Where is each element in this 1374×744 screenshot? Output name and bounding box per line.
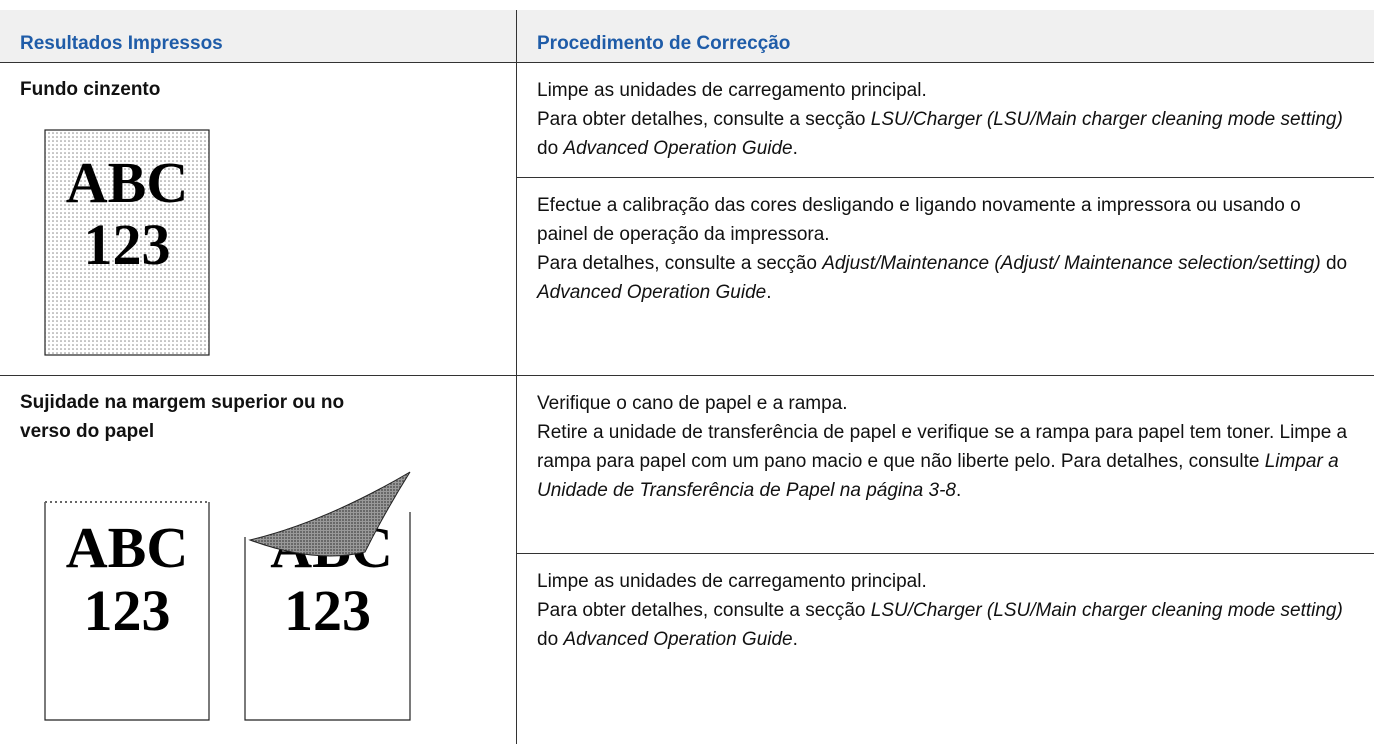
text: Limpe as unidades de carregamento princi…: [537, 80, 927, 101]
paragraph: Para obter detalhes, consulte a secção L…: [537, 596, 1354, 654]
text: Efectue a calibração das cores desligand…: [537, 195, 1301, 245]
problem-title: Sujidade na margem superior ou no verso …: [20, 392, 345, 442]
problem-title: Fundo cinzento: [20, 79, 161, 100]
reference: Adjust/Maintenance (Adjust/ Maintenance …: [822, 253, 1321, 274]
correction-cell: Efectue a calibração das cores desligand…: [517, 178, 1374, 375]
paragraph: Verifique o cano de papel e a rampa.: [537, 389, 1354, 418]
correction-cell: Limpe as unidades de carregamento princi…: [517, 554, 1374, 744]
paragraph: Efectue a calibração das cores desligand…: [537, 191, 1354, 249]
reference: LSU/Charger (LSU/Main charger cleaning m…: [870, 600, 1343, 621]
text: do: [1320, 253, 1348, 274]
reference: LSU/Charger (LSU/Main charger cleaning m…: [870, 109, 1343, 130]
rule: [0, 62, 1374, 63]
sample-text: ABC: [66, 150, 188, 215]
text: Limpe as unidades de carregamento princi…: [537, 571, 927, 592]
text: .: [956, 480, 962, 501]
text: Verifique o cano de papel e a rampa.: [537, 393, 848, 414]
text: .: [792, 629, 798, 650]
correction-cell: Verifique o cano de papel e a rampa. Reti…: [517, 376, 1374, 553]
reference: Advanced Operation Guide: [537, 282, 767, 303]
paragraph: Limpe as unidades de carregamento princi…: [537, 567, 1354, 596]
paragraph: Limpe as unidades de carregamento princi…: [537, 76, 1354, 105]
column-header: Resultados Impressos: [0, 10, 516, 62]
reference: Advanced Operation Guide: [563, 138, 793, 159]
text: .: [766, 282, 772, 303]
sample-text: 123: [84, 212, 171, 277]
text: do: [537, 629, 564, 650]
reference: Advanced Operation Guide: [563, 629, 793, 650]
illustrations: ABC123ABC123ABC123: [44, 129, 411, 721]
paragraph: Para obter detalhes, consulte a secção L…: [537, 105, 1354, 163]
paper: [44, 502, 210, 721]
text: Para obter detalhes, consulte a secção: [537, 600, 871, 621]
fold: [248, 471, 411, 557]
column-divider: [516, 10, 517, 744]
column-header: Procedimento de Correcção: [517, 10, 1374, 62]
paper: [244, 512, 411, 721]
text: Para detalhes, consulte a secção: [537, 253, 823, 274]
rule: [516, 177, 1374, 178]
sample-text: 123: [84, 578, 171, 643]
correction-cell: Limpe as unidades de carregamento princi…: [517, 63, 1374, 177]
text: Retire a unidade de transferência de pap…: [537, 422, 1348, 472]
sample-text: 123: [284, 578, 371, 643]
text: .: [792, 138, 798, 159]
rule: [516, 553, 1374, 554]
sample-text: ABC: [66, 515, 188, 580]
text: do: [537, 138, 564, 159]
rule: [0, 375, 1374, 376]
paragraph: Para detalhes, consulte a secção Adjust/…: [537, 249, 1354, 307]
text: Para obter detalhes, consulte a secção: [537, 109, 871, 130]
paragraph: Retire a unidade de transferência de pap…: [537, 418, 1354, 505]
paper: [44, 129, 210, 356]
reference: Limpar a Unidade de Transferência de Pap…: [537, 451, 1339, 501]
